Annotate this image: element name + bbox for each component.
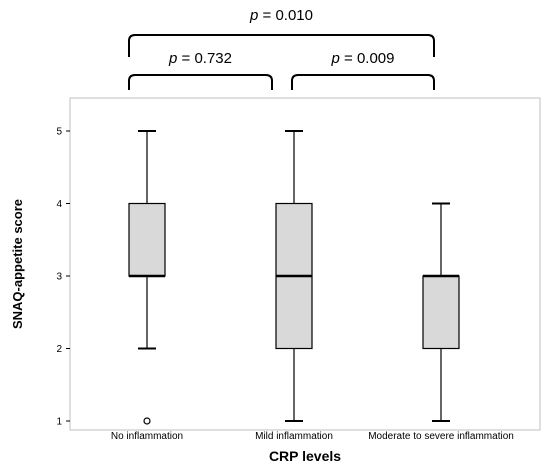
iqr-box <box>422 275 460 350</box>
significance-bracket: p = 0.010 <box>128 7 435 57</box>
box-3 <box>422 202 460 422</box>
significance-bracket: p = 0.732 <box>128 50 273 90</box>
y-tick-label: 2 <box>56 344 62 355</box>
boxes-group <box>128 130 460 425</box>
x-tick-labels: No inflammation Mild inflammation Moderate… <box>111 431 514 442</box>
y-tick-label: 5 <box>56 127 62 138</box>
y-axis: 1 2 3 4 5 <box>56 127 70 428</box>
p-value-label: p = 0.732 <box>168 50 232 67</box>
x-tick-label: Mild inflammation <box>255 431 333 442</box>
x-tick-label: Moderate to severe inflammation <box>368 431 514 442</box>
outlier-point <box>143 417 151 425</box>
bracket-line <box>128 34 435 57</box>
box-2 <box>275 130 313 422</box>
bracket-line <box>128 74 273 90</box>
x-tick-label: No inflammation <box>111 431 183 442</box>
iqr-box <box>128 202 166 277</box>
plot-frame <box>69 97 541 431</box>
significance-brackets: p = 0.010 p = 0.732 p = 0.009 <box>128 7 435 90</box>
significance-bracket: p = 0.009 <box>291 50 435 90</box>
box-1 <box>128 130 166 425</box>
p-value-label: p = 0.009 <box>331 50 395 67</box>
y-axis-title: SNAQ-appetite score <box>10 199 25 329</box>
y-tick-label: 1 <box>56 417 62 428</box>
y-tick-label: 4 <box>56 199 62 210</box>
bracket-line <box>291 74 435 90</box>
y-tick-label: 3 <box>56 272 62 283</box>
x-axis-title: CRP levels <box>269 448 341 464</box>
p-value-label: p = 0.010 <box>249 7 313 24</box>
